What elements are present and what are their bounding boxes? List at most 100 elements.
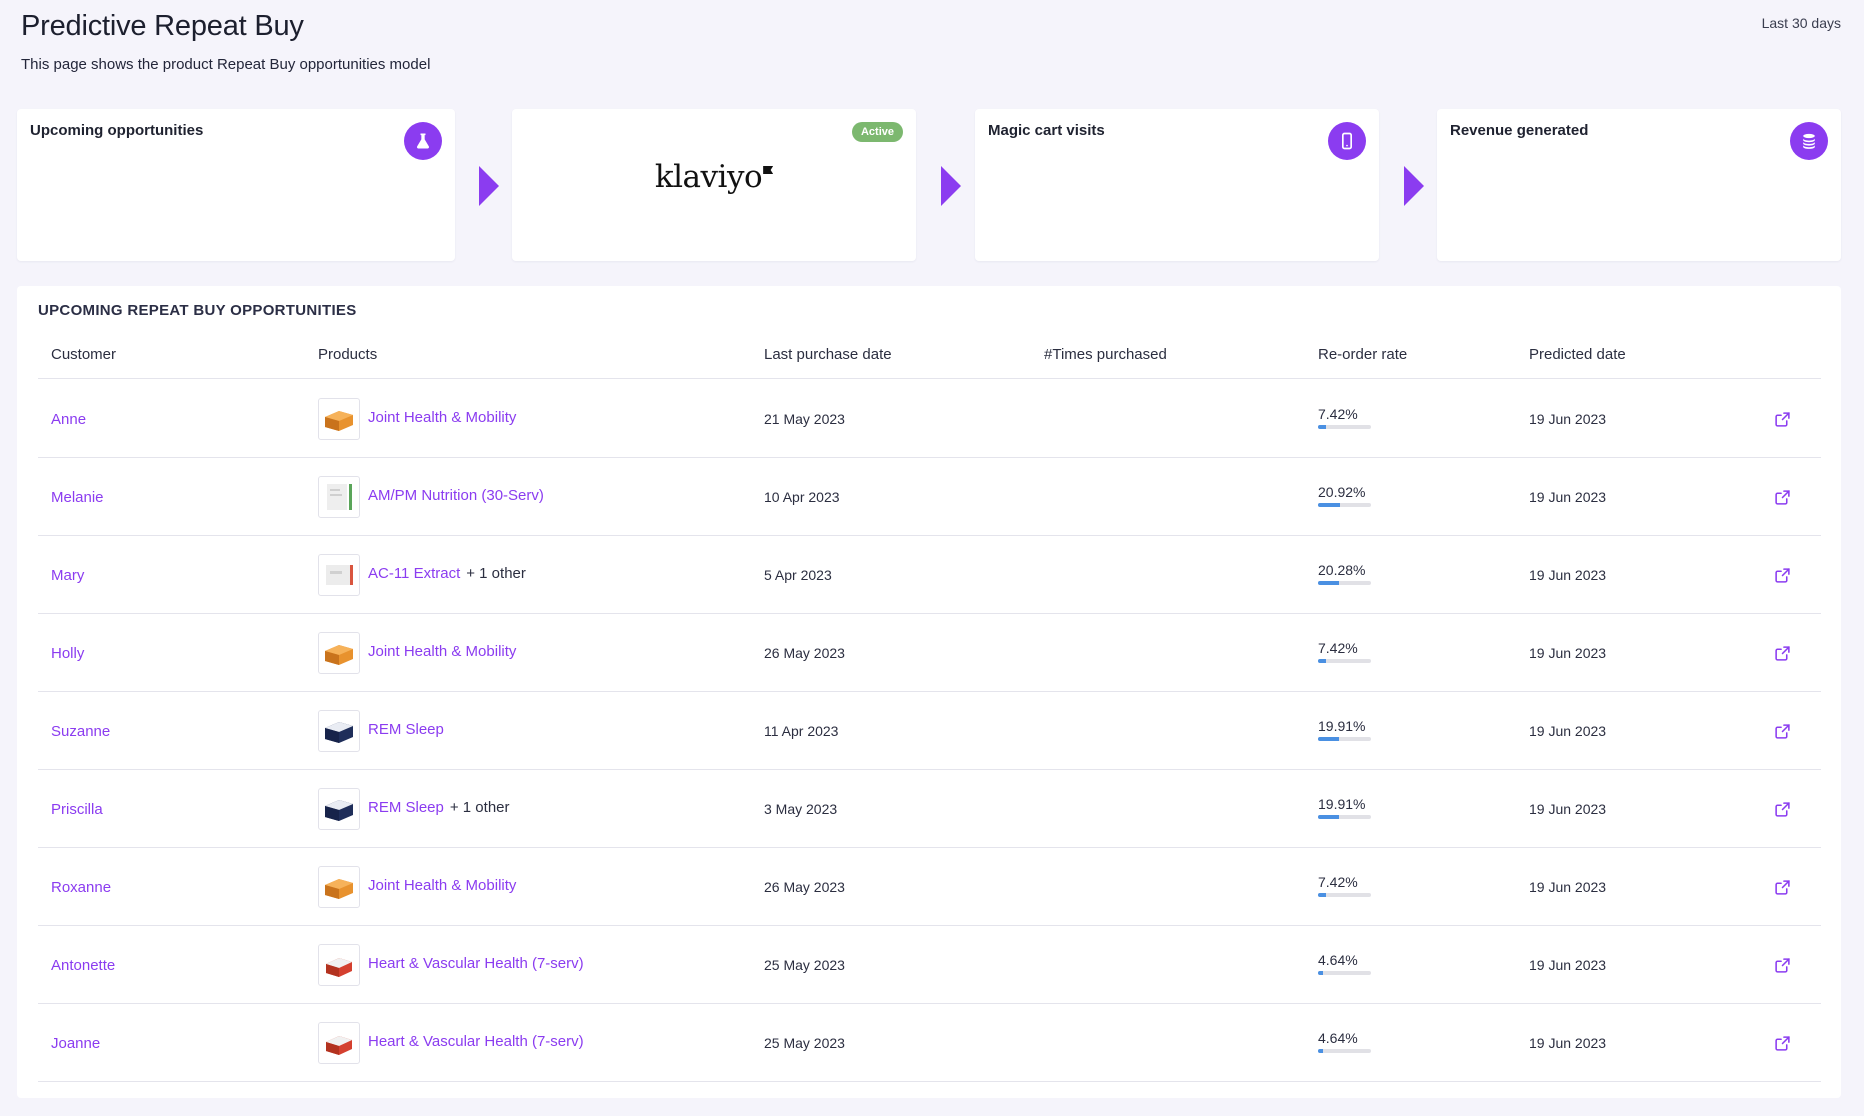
product-link[interactable]: Joint Health & Mobility [368, 408, 517, 426]
reorder-rate: 4.64% [1318, 1030, 1371, 1053]
external-link-icon[interactable] [1774, 1004, 1791, 1082]
external-link-icon[interactable] [1774, 848, 1791, 926]
klaviyo-logo: klaviyo [512, 159, 916, 195]
reorder-rate-bar [1318, 502, 1371, 507]
last-purchase-date: 3 May 2023 [764, 801, 838, 817]
product-link[interactable]: REM Sleep [368, 798, 444, 816]
product-link[interactable]: Heart & Vascular Health (7-serv) [368, 954, 584, 972]
product-link[interactable]: Heart & Vascular Health (7-serv) [368, 1032, 584, 1050]
page-title: Predictive Repeat Buy [21, 10, 304, 42]
customer-link[interactable]: Melanie [51, 488, 104, 506]
revenue-generated-card: Revenue generated [1437, 109, 1841, 261]
table-row: Suzanne REM Sleep 11 Apr 2023 19.91% 19 Jun … [38, 692, 1821, 770]
reorder-rate: 20.28% [1318, 562, 1371, 585]
external-link-icon[interactable] [1774, 536, 1791, 614]
customer-link[interactable]: Antonette [51, 956, 116, 974]
customer-link[interactable]: Roxanne [51, 878, 112, 896]
predicted-date: 19 Jun 2023 [1529, 411, 1607, 427]
last-purchase-date: 25 May 2023 [764, 957, 845, 973]
reorder-rate-fill [1318, 814, 1340, 819]
product-thumbnail [318, 554, 360, 596]
column-header-times-purchased: #Times purchased [1044, 346, 1167, 363]
table-row: Joanne Heart & Vascular Health (7-serv) 25… [38, 1004, 1821, 1082]
table-row: Roxanne Joint Health & Mobility 26 May 202… [38, 848, 1821, 926]
reorder-rate-value: 20.28% [1318, 561, 1366, 578]
last-purchase-date: 10 Apr 2023 [764, 489, 840, 505]
predicted-date: 19 Jun 2023 [1529, 489, 1607, 505]
product-thumbnail [318, 398, 360, 440]
external-link-icon[interactable] [1774, 770, 1791, 848]
page-subtitle: This page shows the product Repeat Buy o… [21, 56, 431, 73]
last-purchase-date: 5 Apr 2023 [764, 567, 832, 583]
column-header-reorder-rate: Re-order rate [1318, 346, 1408, 363]
external-link-icon[interactable] [1774, 458, 1791, 536]
product-thumbnail [318, 788, 360, 830]
customer-link[interactable]: Joanne [51, 1034, 101, 1052]
funnel-arrow-icon [1404, 166, 1424, 206]
predicted-date: 19 Jun 2023 [1529, 879, 1607, 895]
reorder-rate-bar [1318, 814, 1371, 819]
column-header-customer: Customer [51, 346, 117, 363]
customer-link[interactable]: Anne [51, 410, 87, 428]
product-thumbnail [318, 710, 360, 752]
card-title: Magic cart visits [988, 122, 1105, 139]
reorder-rate-fill [1318, 1048, 1323, 1053]
customer-link[interactable]: Priscilla [51, 800, 103, 818]
reorder-rate-fill [1318, 736, 1340, 741]
customer-link[interactable]: Mary [51, 566, 85, 584]
reorder-rate: 7.42% [1318, 640, 1371, 663]
reorder-rate-value: 19.91% [1318, 717, 1366, 734]
last-purchase-date: 26 May 2023 [764, 645, 845, 661]
column-header-predicted-date: Predicted date [1529, 346, 1626, 363]
klaviyo-flag-icon [763, 166, 774, 174]
status-badge: Active [851, 122, 903, 142]
customer-link[interactable]: Holly [51, 644, 85, 662]
reorder-rate-fill [1318, 658, 1326, 663]
external-link-icon[interactable] [1774, 692, 1791, 770]
product-thumbnail [318, 944, 360, 986]
product-thumbnail [318, 866, 360, 908]
reorder-rate-value: 7.42% [1318, 405, 1358, 422]
reorder-rate-fill [1318, 502, 1341, 507]
reorder-rate-fill [1318, 580, 1340, 585]
external-link-icon[interactable] [1774, 380, 1791, 458]
reorder-rate-value: 7.42% [1318, 873, 1358, 890]
magic-cart-visits-card: Magic cart visits [975, 109, 1379, 261]
phone-icon [1328, 122, 1366, 160]
external-link-icon[interactable] [1774, 614, 1791, 692]
date-range-selector[interactable]: Last 30 days [1761, 15, 1841, 31]
table-header: Customer Products Last purchase date #Ti… [38, 346, 1821, 379]
klaviyo-logo-text: klaviyo [654, 159, 763, 195]
klaviyo-card: Active klaviyo [512, 109, 916, 261]
predicted-date: 19 Jun 2023 [1529, 645, 1607, 661]
reorder-rate-fill [1318, 970, 1323, 975]
card-title: Revenue generated [1450, 122, 1589, 139]
reorder-rate-value: 19.91% [1318, 795, 1366, 812]
product-link[interactable]: AC-11 Extract [368, 564, 461, 582]
external-link-icon[interactable] [1774, 926, 1791, 1004]
product-link[interactable]: Joint Health & Mobility [368, 642, 517, 660]
reorder-rate-bar [1318, 1048, 1371, 1053]
reorder-rate-value: 20.92% [1318, 483, 1366, 500]
reorder-rate: 19.91% [1318, 796, 1371, 819]
product-link[interactable]: Joint Health & Mobility [368, 876, 517, 894]
table-row: Melanie AM/PM Nutrition (30-Serv) 10 Apr 2… [38, 458, 1821, 536]
column-header-last-purchase: Last purchase date [764, 346, 892, 363]
reorder-rate-fill [1318, 424, 1326, 429]
reorder-rate: 7.42% [1318, 874, 1371, 897]
reorder-rate-bar [1318, 736, 1371, 741]
last-purchase-date: 11 Apr 2023 [764, 723, 839, 739]
table-row: Antonette Heart & Vascular Health (7-serv… [38, 926, 1821, 1004]
product-extra-count: + 1 other [466, 564, 526, 582]
flask-icon [404, 122, 442, 160]
customer-link[interactable]: Suzanne [51, 722, 111, 740]
product-link[interactable]: AM/PM Nutrition (30-Serv) [368, 486, 544, 504]
product-link[interactable]: REM Sleep [368, 720, 444, 738]
last-purchase-date: 26 May 2023 [764, 879, 845, 895]
table-row: Anne Joint Health & Mobility 21 May 2023 7.… [38, 380, 1821, 458]
reorder-rate-value: 4.64% [1318, 951, 1358, 968]
predicted-date: 19 Jun 2023 [1529, 801, 1607, 817]
funnel-arrow-icon [941, 166, 961, 206]
reorder-rate-value: 7.42% [1318, 639, 1358, 656]
reorder-rate-bar [1318, 892, 1371, 897]
